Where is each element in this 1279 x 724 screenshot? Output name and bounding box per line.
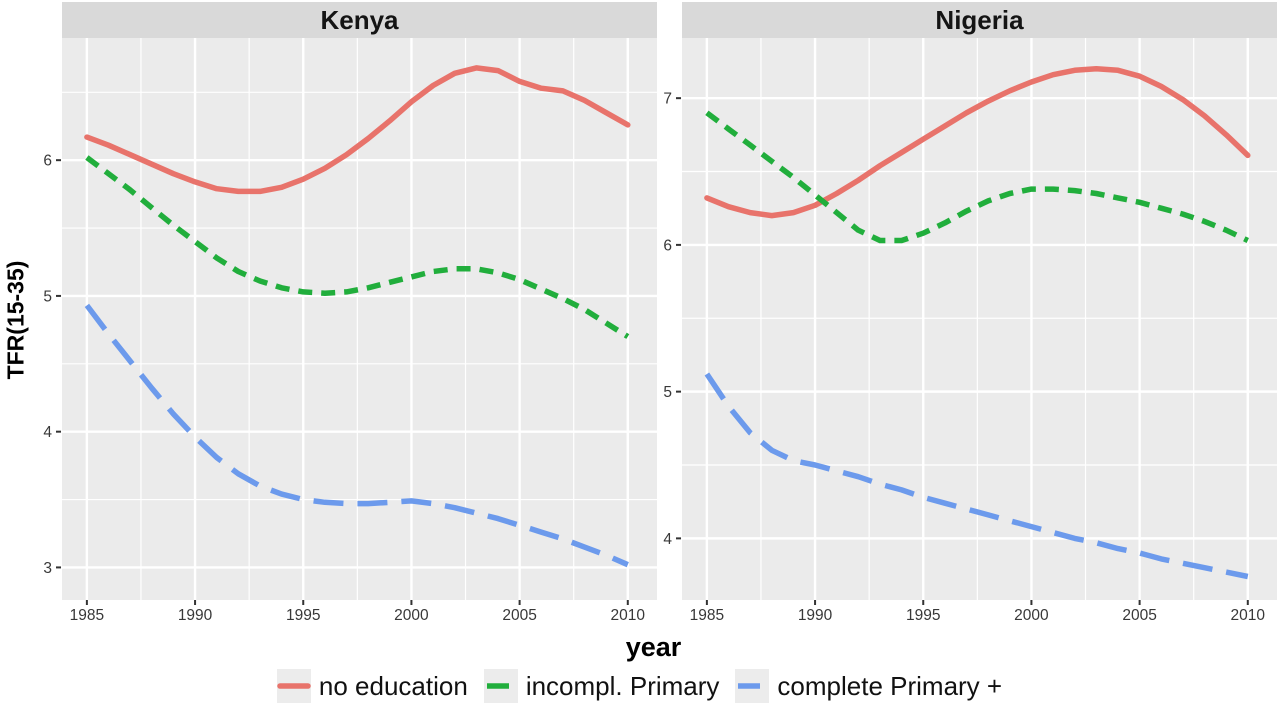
svg-text:2005: 2005: [502, 607, 536, 624]
legend-item-incompl-primary: incompl. Primary: [483, 669, 720, 703]
svg-text:1995: 1995: [286, 607, 320, 624]
x-axis-title: year: [625, 632, 682, 662]
svg-text:7: 7: [663, 91, 672, 108]
facet-strip-kenya: Kenya: [62, 2, 657, 38]
svg-text:2000: 2000: [1014, 607, 1049, 624]
svg-text:1990: 1990: [178, 607, 213, 624]
svg-text:2005: 2005: [1122, 607, 1156, 624]
kenya-panel: 1985 1990 1995 2000 2005 2010 3 4 5 6: [43, 38, 657, 624]
svg-text:2010: 2010: [611, 607, 646, 624]
svg-text:1985: 1985: [690, 607, 724, 624]
svg-text:3: 3: [43, 560, 52, 577]
legend-key-incompl-primary-icon: [483, 669, 518, 703]
legend-label: no education: [318, 670, 468, 701]
legend-item-complete-primary: complete Primary +: [735, 669, 1002, 703]
svg-text:1985: 1985: [70, 607, 104, 624]
svg-text:2010: 2010: [1231, 607, 1266, 624]
nigeria-panel: 1985 1990 1995 2000 2005 2010 4 5 6 7: [663, 38, 1277, 624]
legend-key-complete-primary-icon: [735, 669, 770, 703]
legend: no education incompl. Primary complete P…: [0, 669, 1279, 703]
legend-item-no-education: no education: [276, 669, 468, 703]
svg-text:6: 6: [43, 153, 52, 170]
y-axis-title: TFR(15-35): [2, 260, 29, 380]
svg-text:1990: 1990: [798, 607, 833, 624]
svg-text:2000: 2000: [394, 607, 429, 624]
svg-text:1995: 1995: [906, 607, 940, 624]
svg-text:5: 5: [43, 288, 52, 305]
legend-label: complete Primary +: [777, 670, 1003, 701]
facet-strip-nigeria: Nigeria: [682, 2, 1277, 38]
svg-text:4: 4: [43, 424, 52, 441]
svg-text:6: 6: [663, 237, 672, 254]
legend-label: incompl. Primary: [525, 670, 720, 701]
svg-text:5: 5: [663, 384, 672, 401]
svg-text:4: 4: [663, 531, 672, 548]
legend-key-no-education-icon: [276, 669, 311, 703]
